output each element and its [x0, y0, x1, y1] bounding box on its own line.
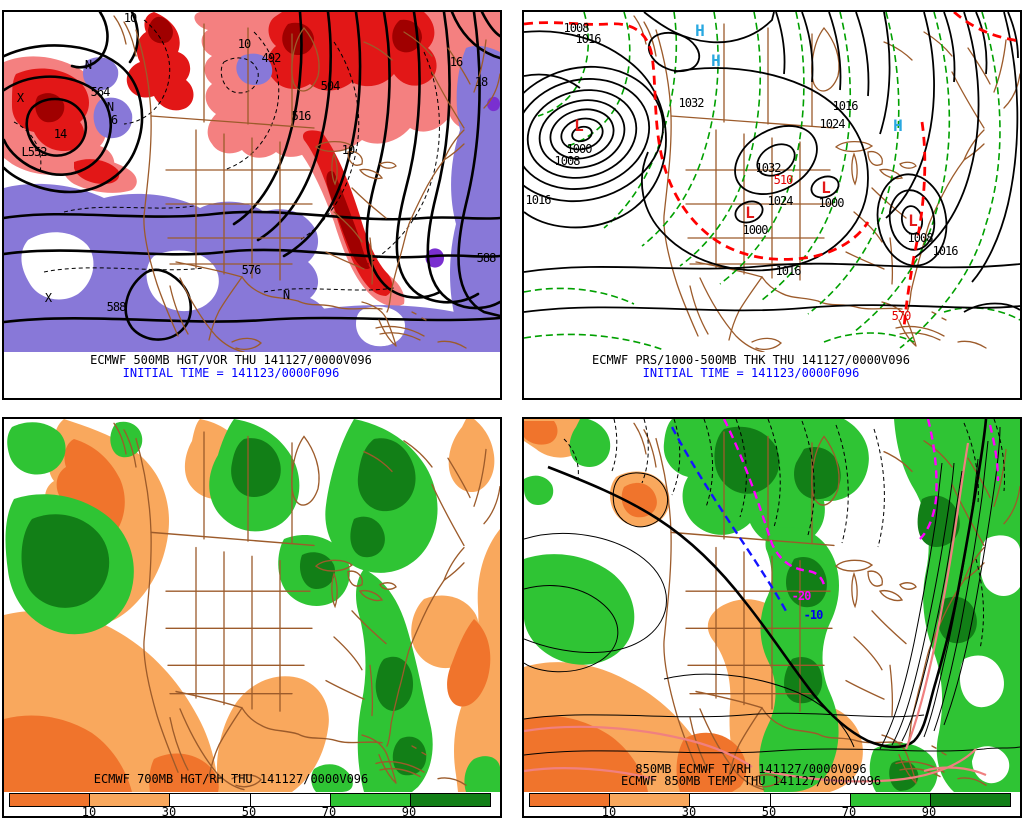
isobar-label: 1016 [832, 99, 859, 113]
contour-label: 18 [474, 75, 488, 89]
rh-colorbar-segments [529, 793, 1011, 807]
isobar-label: 1008 [563, 21, 590, 35]
map-prs-canvas [524, 12, 1020, 352]
contour-label: 576 [241, 263, 262, 277]
isobar-label: 1000 [818, 196, 845, 210]
low-pressure-marker: L [908, 211, 918, 230]
map-500mb-canvas [4, 12, 500, 352]
high-pressure-marker: H [711, 51, 721, 70]
low-pressure-marker: L [821, 178, 831, 197]
contour-label: 564 [90, 85, 111, 99]
contour-label: 504 [320, 79, 341, 93]
panel-prs-thickness: H H H L L L L 1008 1016 1000 1008 1016 1… [522, 10, 1022, 400]
isobar-label: 1016 [525, 193, 552, 207]
colorbar-cell [610, 794, 691, 806]
isotherm-label: -20 [791, 589, 812, 603]
isotherm-label: -10 [803, 608, 824, 622]
caption-850mb-line1: 850MB ECMWF T/RH 141127/0000V096 [635, 762, 867, 776]
isobar-label: 1000 [742, 223, 769, 237]
caption-700mb: ECMWF 700MB HGT/RH THU 141127/0000V096 [93, 772, 369, 786]
isobar-label: 1016 [775, 264, 802, 278]
colorbar-cell [690, 794, 771, 806]
map-500mb-hgt-vor: 10 10 564 N N 6 14 L552 X X 588 576 N 50… [4, 12, 500, 352]
caption-prs-thk: ECMWF PRS/1000-500MB THK THU 141127/0000… [524, 354, 1020, 380]
isobar-label: 1032 [755, 161, 782, 175]
colorbar-tick: 30 [681, 805, 697, 819]
contour-label: 16 [449, 55, 463, 69]
map-700mb-canvas [4, 419, 500, 792]
isobar-label: 1024 [767, 194, 794, 208]
caption-500mb: ECMWF 500MB HGT/VOR THU 141127/0000V096 … [4, 354, 500, 380]
colorbar-tick: 70 [321, 805, 337, 819]
contour-label: 10 [123, 11, 137, 25]
map-prs-thickness: H H H L L L L 1008 1016 1000 1008 1016 1… [524, 12, 1020, 352]
panel-700mb-hgt-rh: ECMWF 700MB HGT/RH THU 141127/0000V096 1… [2, 417, 502, 819]
colorbar-tick: 50 [761, 805, 777, 819]
caption-prs-thk-title: ECMWF PRS/1000-500MB THK THU 141127/0000… [592, 353, 910, 367]
initial-time-prs-thk: INITIAL TIME = 141123/0000F096 [642, 366, 860, 380]
contour-label: 516 [291, 109, 312, 123]
panel-850mb-temp-rh: -20 -10 850MB ECMWF T/RH 141127/0000V096… [522, 417, 1022, 819]
colorbar-tick: 70 [841, 805, 857, 819]
vort-min-label: N [84, 58, 92, 72]
map-850mb-canvas [524, 419, 1020, 792]
isobar-label: 1008 [554, 154, 581, 168]
isobar-label: 1016 [575, 32, 602, 46]
high-pressure-marker: H [695, 21, 705, 40]
vort-min-label: N [282, 288, 290, 302]
contour-label: 10 [341, 143, 355, 157]
colorbar-cell [770, 794, 851, 806]
low-pressure-marker: L [745, 203, 755, 222]
rh-colorbar-segments [9, 793, 491, 807]
colorbar-cell [410, 794, 491, 806]
colorbar-tick: 10 [81, 805, 97, 819]
colorbar-cell [170, 794, 251, 806]
colorbar-cell [10, 794, 91, 806]
colorbar-cell [930, 794, 1011, 806]
isobar-label: 1016 [932, 244, 959, 258]
high-pressure-marker: H [893, 116, 903, 135]
colorbar-tick: 10 [601, 805, 617, 819]
colorbar-tick: 50 [241, 805, 257, 819]
low-height-label: L552 [21, 145, 48, 159]
rh-colorbar-700mb: 10 30 50 70 90 [4, 792, 500, 819]
caption-850mb-line2: ECMWF 850MB TEMP THU 141127/0000V096 [620, 774, 882, 788]
isobar-label: 1008 [907, 231, 934, 245]
map-850mb: -20 -10 850MB ECMWF T/RH 141127/0000V096… [524, 419, 1020, 792]
contour-label: 6 [110, 113, 118, 127]
contour-label: 588 [476, 251, 497, 265]
colorbar-cell [850, 794, 931, 806]
colorbar-tick: 30 [161, 805, 177, 819]
low-pressure-marker: L [574, 116, 584, 135]
isobar-label: 1032 [678, 96, 705, 110]
isobar-label: 1024 [819, 117, 846, 131]
thickness-label: 510 [773, 173, 794, 187]
colorbar-cell [90, 794, 171, 806]
vort-min-label: N [106, 100, 114, 114]
contour-label: 10 [237, 37, 251, 51]
contour-label: 14 [53, 127, 67, 141]
isobar-label: 1000 [566, 142, 593, 156]
colorbar-tick: 90 [401, 805, 417, 819]
vort-max-label: X [44, 291, 52, 305]
thickness-label: 570 [891, 309, 912, 323]
map-700mb-rh: ECMWF 700MB HGT/RH THU 141127/0000V096 [4, 419, 500, 792]
contour-label: 492 [261, 51, 282, 65]
caption-500mb-title: ECMWF 500MB HGT/VOR THU 141127/0000V096 [90, 353, 372, 367]
colorbar-cell [530, 794, 611, 806]
colorbar-tick: 90 [921, 805, 937, 819]
contour-label: 588 [106, 300, 127, 314]
panel-500mb-hgt-vor: 10 10 564 N N 6 14 L552 X X 588 576 N 50… [2, 10, 502, 400]
initial-time-500mb: INITIAL TIME = 141123/0000F096 [122, 366, 340, 380]
rh-colorbar-850mb: 10 30 50 70 90 [524, 792, 1020, 819]
vort-max-label: X [16, 91, 24, 105]
colorbar-cell [250, 794, 331, 806]
colorbar-cell [330, 794, 411, 806]
